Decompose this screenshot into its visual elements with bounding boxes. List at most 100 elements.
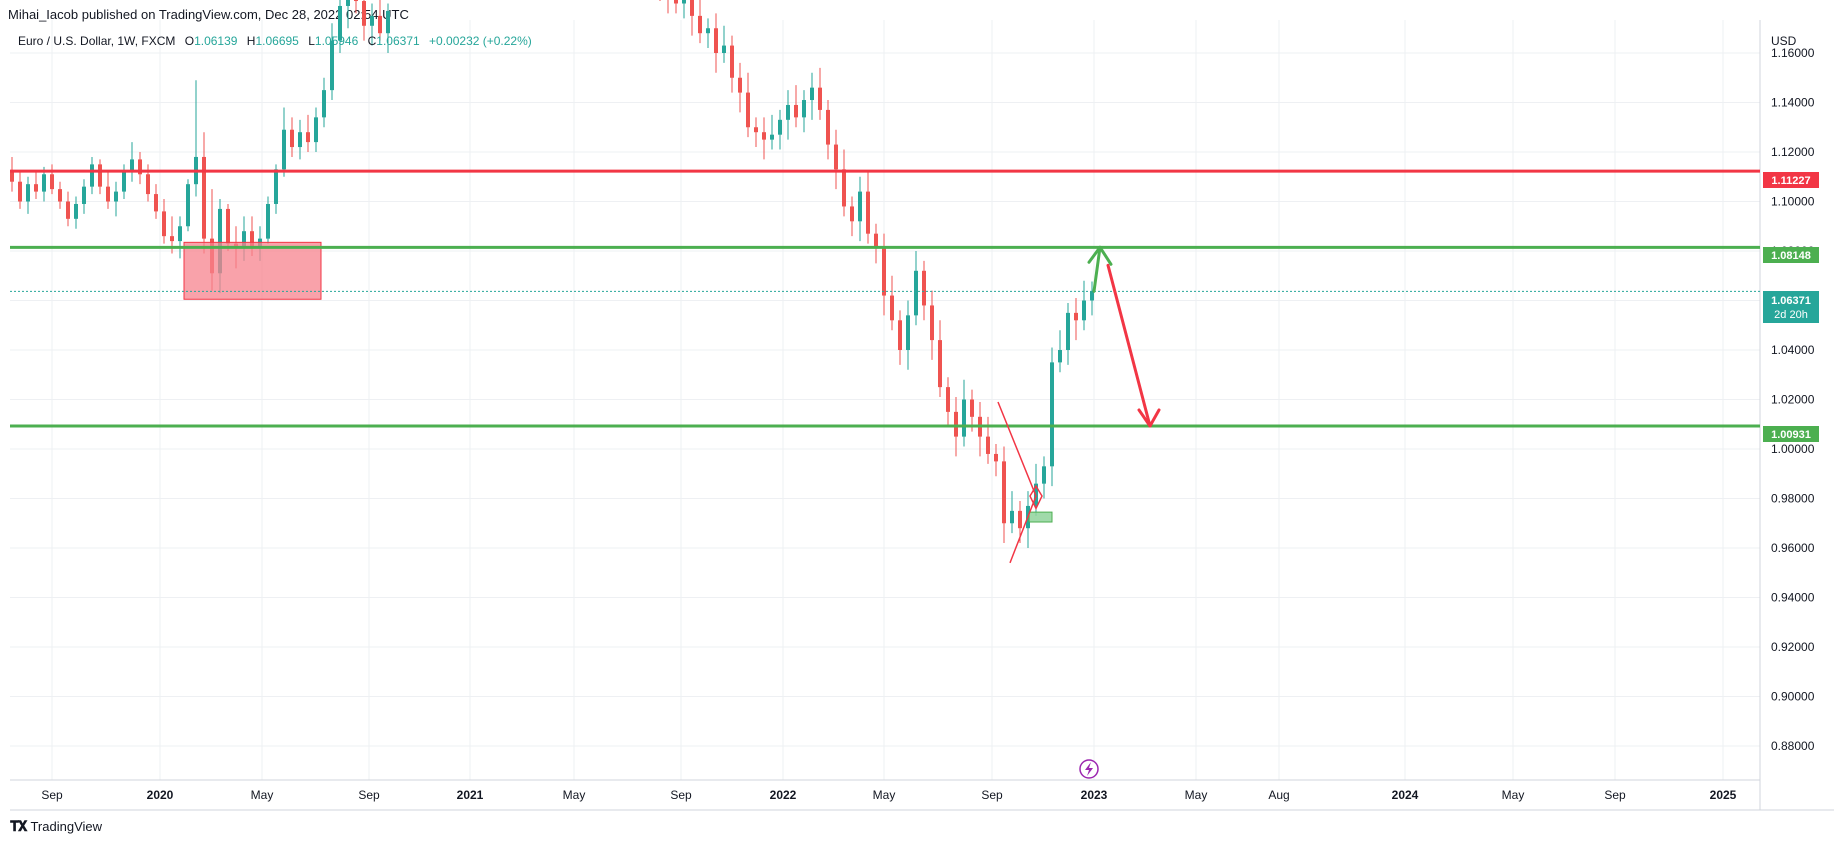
candle-body bbox=[26, 184, 30, 202]
candle-body bbox=[850, 206, 854, 222]
candle-body bbox=[746, 92, 750, 128]
projection-arrow-up bbox=[1092, 245, 1102, 293]
time-tick-label: Sep bbox=[981, 788, 1003, 802]
price-label-current: 1.06371 2d 20h bbox=[1763, 291, 1819, 323]
candle-body bbox=[162, 211, 166, 237]
price-tick-label: 1.02000 bbox=[1771, 393, 1815, 407]
price-tick-label: 0.96000 bbox=[1771, 541, 1815, 555]
projection-arrow-down bbox=[1106, 263, 1152, 428]
candle-body bbox=[306, 132, 310, 143]
candle-body bbox=[114, 191, 118, 202]
candle-body bbox=[1074, 312, 1078, 321]
candle-body bbox=[282, 129, 286, 170]
footer-brand[interactable]: 𝐓𝐗 TradingView bbox=[10, 818, 102, 835]
candle-body bbox=[90, 164, 94, 187]
svg-text:1.06371: 1.06371 bbox=[1771, 295, 1811, 307]
candle-body bbox=[330, 40, 334, 91]
candle-body bbox=[802, 100, 806, 118]
price-label-green-top: 1.08148 bbox=[1763, 247, 1819, 263]
svg-text:1.11227: 1.11227 bbox=[1771, 175, 1810, 187]
candle-body bbox=[1050, 362, 1054, 467]
candle-body bbox=[226, 208, 230, 244]
time-tick-label: 2023 bbox=[1081, 788, 1108, 802]
candle-body bbox=[130, 159, 134, 172]
svg-text:1.00931: 1.00931 bbox=[1771, 429, 1811, 441]
candle-body bbox=[122, 171, 126, 192]
candle-body bbox=[882, 248, 886, 296]
time-tick-label: May bbox=[873, 788, 896, 802]
time-tick-label: May bbox=[1502, 788, 1525, 802]
candle-body bbox=[338, 5, 342, 41]
price-label-green-bottom: 1.00931 bbox=[1763, 426, 1819, 442]
candle-body bbox=[730, 45, 734, 78]
candle-body bbox=[858, 191, 862, 222]
candle-body bbox=[1042, 466, 1046, 484]
candle-body bbox=[986, 436, 990, 454]
candle-body bbox=[362, 1, 366, 26]
candle-body bbox=[890, 295, 894, 321]
candle-body bbox=[906, 315, 910, 350]
candle-body bbox=[346, 0, 350, 6]
candle-body bbox=[922, 270, 926, 306]
candle-body bbox=[970, 399, 974, 417]
tradingview-logo-icon: 𝐓𝐗 bbox=[10, 818, 27, 834]
candle-body bbox=[298, 132, 302, 148]
bar-countdown: 2d 20h bbox=[1774, 309, 1808, 321]
price-tick-label: 1.12000 bbox=[1771, 145, 1815, 159]
candle-body bbox=[842, 169, 846, 207]
legend-low: 1.05946 bbox=[315, 34, 359, 48]
supply-zone bbox=[183, 241, 322, 300]
svg-text:1.08148: 1.08148 bbox=[1771, 250, 1811, 262]
candle-body bbox=[314, 117, 318, 143]
legend-high: 1.06695 bbox=[255, 34, 299, 48]
candle-body bbox=[954, 411, 958, 437]
candle-body bbox=[754, 127, 758, 133]
time-tick-label: May bbox=[563, 788, 586, 802]
candle-body bbox=[154, 194, 158, 212]
candle-body bbox=[786, 104, 790, 120]
candle-body bbox=[50, 174, 54, 190]
candle-body bbox=[762, 132, 766, 140]
candle-body bbox=[242, 231, 246, 247]
candle-body bbox=[938, 340, 942, 388]
price-tick-label: 1.00000 bbox=[1771, 442, 1815, 456]
price-tick-label: 0.88000 bbox=[1771, 739, 1815, 753]
candle-body bbox=[818, 87, 822, 110]
candle-body bbox=[218, 208, 222, 274]
candle-body bbox=[386, 10, 390, 34]
price-axis-ticks: 1.160001.140001.120001.100001.080001.060… bbox=[1771, 46, 1815, 753]
lightning-icon[interactable] bbox=[1079, 759, 1099, 779]
candle-body bbox=[778, 119, 782, 135]
candle-body bbox=[770, 134, 774, 140]
candle-body bbox=[706, 28, 710, 34]
candle-body bbox=[1058, 350, 1062, 363]
candle-body bbox=[946, 387, 950, 412]
candle-body bbox=[690, 0, 694, 16]
legend-close: 1.06371 bbox=[376, 34, 420, 48]
candle-body bbox=[866, 191, 870, 234]
legend-open: 1.06139 bbox=[194, 34, 238, 48]
candle-body bbox=[82, 186, 86, 204]
projection-arrow-up-head bbox=[1087, 245, 1113, 266]
candle-body bbox=[1002, 461, 1006, 524]
time-tick-label: Sep bbox=[1604, 788, 1626, 802]
candle-body bbox=[682, 0, 686, 4]
time-tick-label: 2022 bbox=[770, 788, 797, 802]
candle-body bbox=[1066, 312, 1070, 350]
time-tick-label: 2024 bbox=[1392, 788, 1419, 802]
candle-body bbox=[714, 28, 718, 53]
candle-body bbox=[250, 231, 254, 249]
candle-body bbox=[810, 87, 814, 101]
price-tick-label: 1.14000 bbox=[1771, 96, 1815, 110]
candle-body bbox=[322, 90, 326, 118]
candle-body bbox=[10, 171, 14, 182]
candle-body bbox=[274, 169, 278, 204]
wedge-diamond-marker bbox=[1029, 484, 1043, 511]
legend-o-label: O bbox=[185, 34, 194, 48]
candle-body bbox=[994, 453, 998, 462]
candle-body bbox=[138, 159, 142, 175]
price-tick-label: 1.16000 bbox=[1771, 46, 1815, 60]
candle-body bbox=[1090, 291, 1094, 301]
candle-body bbox=[834, 144, 838, 170]
